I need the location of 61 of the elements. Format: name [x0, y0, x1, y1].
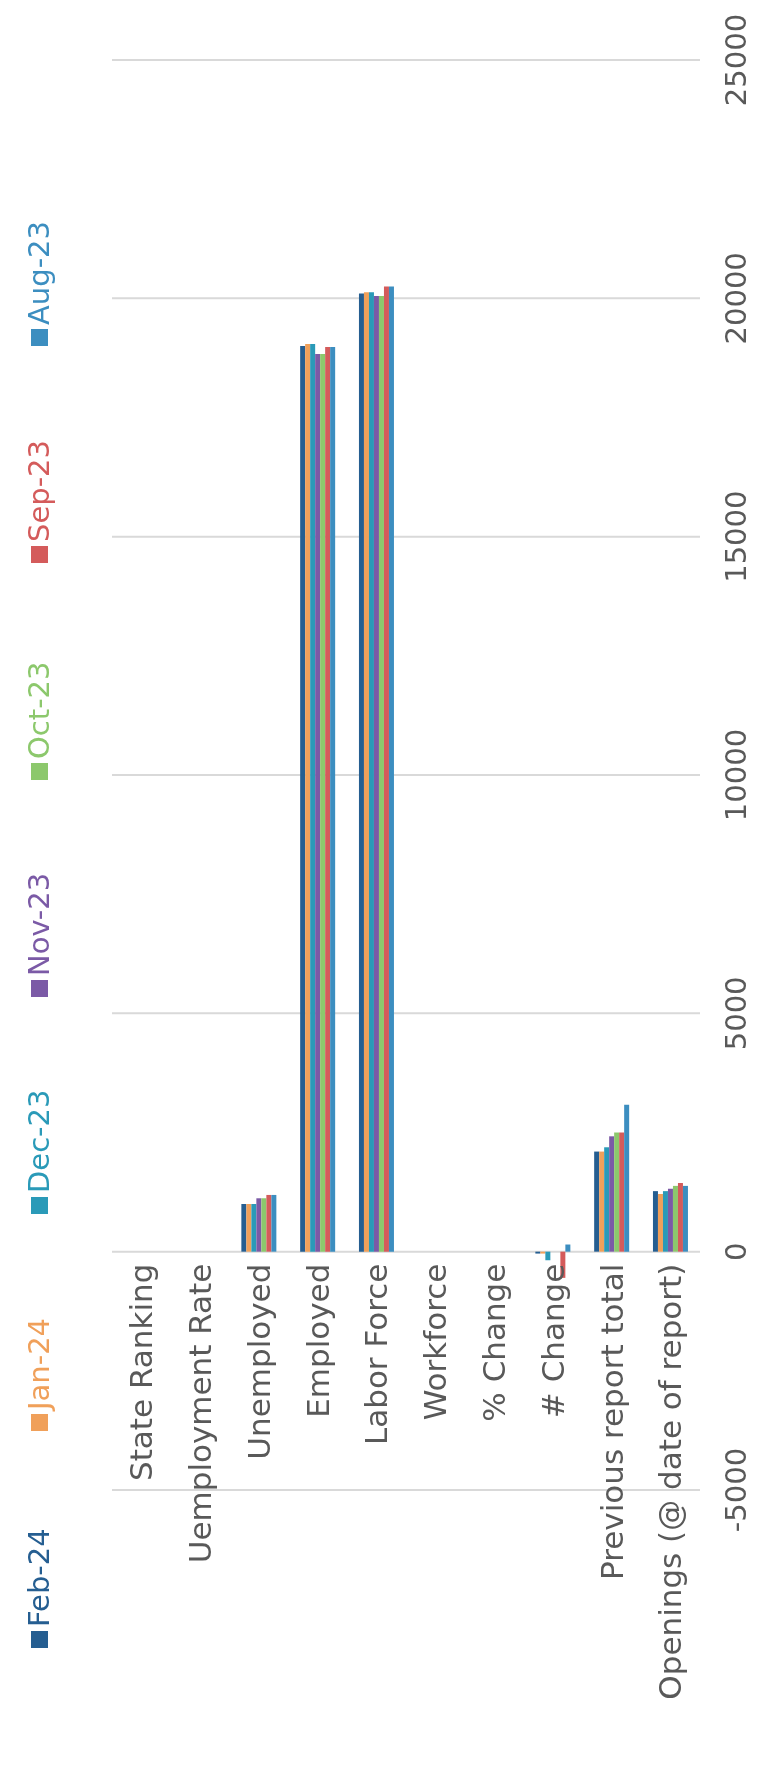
- bar: [652, 1191, 658, 1252]
- bar: [320, 354, 326, 1252]
- bar: [310, 344, 316, 1252]
- x-tick-label: Uemployment Rate: [182, 1263, 219, 1564]
- bar: [251, 1204, 257, 1252]
- y-tick-label: 10000: [719, 728, 754, 822]
- text: Sep-23: [22, 439, 56, 542]
- bar: [330, 346, 336, 1252]
- bar: [604, 1147, 610, 1252]
- bar: [315, 354, 321, 1252]
- x-tick-label: Labor Force: [358, 1263, 395, 1446]
- bar: [373, 295, 379, 1252]
- x-tick-label: Unemployed: [240, 1263, 277, 1460]
- text: Oct-23: [22, 661, 56, 759]
- bar: [619, 1132, 625, 1252]
- bar: [388, 286, 394, 1252]
- bar: [358, 293, 364, 1252]
- bar: [545, 1251, 551, 1261]
- bar: [624, 1104, 630, 1252]
- x-tick-label: Previous report total: [593, 1263, 630, 1580]
- y-tick-label: 20000: [719, 252, 754, 345]
- bar: [246, 1204, 252, 1252]
- bar: [363, 292, 369, 1252]
- bar: [261, 1198, 267, 1252]
- bar: [609, 1136, 615, 1252]
- x-tick-label: Employed: [299, 1263, 336, 1418]
- bar: [594, 1151, 600, 1252]
- text: Nov-23: [22, 872, 56, 976]
- bar: [657, 1193, 663, 1252]
- bar: [614, 1132, 620, 1252]
- bar: [565, 1244, 571, 1252]
- bar: [325, 346, 331, 1252]
- bar: [599, 1151, 605, 1252]
- bar: [378, 295, 384, 1252]
- bar: [383, 286, 389, 1252]
- x-tick-label: % Change: [476, 1263, 513, 1422]
- bar: [677, 1183, 683, 1252]
- bar: [368, 292, 374, 1252]
- text: Dec-23: [22, 1089, 56, 1193]
- text: Jan-24: [22, 1317, 56, 1410]
- x-tick-label: # Change: [534, 1263, 571, 1419]
- bar: [682, 1185, 688, 1252]
- x-tick-label: Workforce: [417, 1263, 454, 1421]
- x-tick-label: Openings (@ date of report): [652, 1263, 689, 1700]
- bar: [672, 1185, 678, 1252]
- y-tick-label: -5000: [719, 1447, 754, 1533]
- bar: [266, 1194, 272, 1252]
- text: Aug-23: [22, 221, 56, 325]
- y-tick-label: 0: [719, 1242, 754, 1261]
- y-tick-label: 5000: [719, 976, 754, 1051]
- bar: [256, 1198, 262, 1252]
- bar: [241, 1204, 247, 1252]
- bar: [305, 344, 311, 1252]
- y-tick-label: 15000: [719, 490, 754, 583]
- y-tick-label: 25000: [719, 13, 754, 107]
- text: Feb-24: [22, 1528, 56, 1627]
- bar: [667, 1188, 673, 1252]
- bar: [300, 346, 306, 1252]
- bar: [271, 1194, 277, 1252]
- x-tick-label: State Ranking: [123, 1263, 160, 1481]
- bar: [662, 1191, 668, 1252]
